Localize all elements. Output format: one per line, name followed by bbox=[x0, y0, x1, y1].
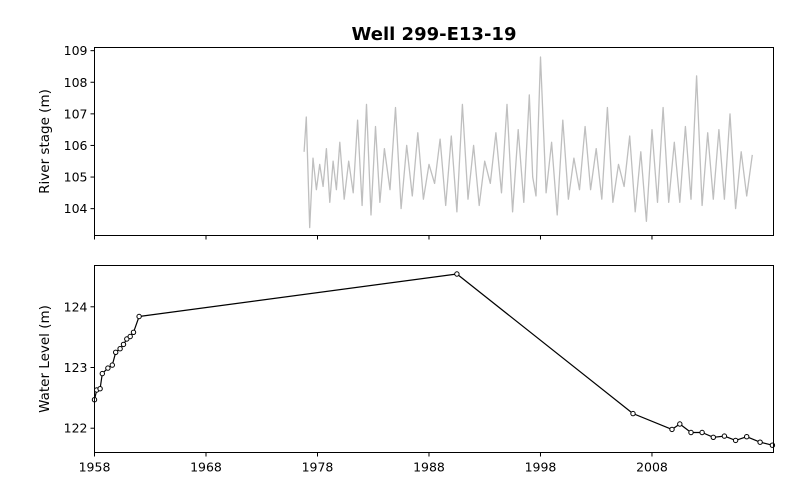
water-level-point bbox=[757, 439, 763, 445]
river-stage-y-label: River stage (m) bbox=[37, 89, 53, 194]
water-level-point bbox=[710, 434, 716, 440]
water-level-point bbox=[136, 313, 142, 320]
water-level-point bbox=[699, 429, 705, 436]
water-level-y-label: Water Level (m) bbox=[37, 305, 53, 413]
river-stage-axes-frame bbox=[94, 47, 774, 236]
water-level-point bbox=[669, 426, 675, 433]
x-tick-label: 1988 bbox=[413, 460, 445, 475]
y-tick-label: 107 bbox=[64, 106, 88, 121]
water-level-x-ticks: 1958 1968 1978 1988 1998 2008 bbox=[79, 452, 668, 475]
x-tick-label: 1998 bbox=[525, 460, 557, 475]
water-level-point bbox=[721, 433, 728, 439]
water-level-point bbox=[109, 362, 116, 368]
water-level-point bbox=[732, 437, 739, 444]
x-tick-label: 1978 bbox=[302, 460, 334, 475]
water-level-point bbox=[113, 349, 119, 355]
y-tick-label: 122 bbox=[64, 421, 88, 436]
water-level-point bbox=[97, 386, 103, 392]
y-tick-label: 105 bbox=[64, 170, 88, 185]
river-stage-panel: 104 105 106 107 108 109 River stage (m) bbox=[37, 43, 774, 240]
water-level-point bbox=[127, 333, 133, 340]
water-level-axes-frame bbox=[94, 265, 774, 453]
y-tick-label: 109 bbox=[64, 43, 88, 58]
water-level-points bbox=[91, 271, 776, 448]
y-tick-label: 124 bbox=[64, 299, 88, 314]
water-level-point bbox=[677, 421, 683, 427]
x-tick-label: 1958 bbox=[79, 460, 111, 475]
water-level-point bbox=[688, 429, 694, 436]
y-tick-label: 123 bbox=[64, 360, 88, 375]
water-level-point bbox=[630, 410, 636, 417]
water-level-series bbox=[93, 273, 773, 446]
x-tick-label: 1968 bbox=[190, 460, 222, 475]
chart-title: Well 299-E13-19 bbox=[352, 24, 517, 45]
water-level-point bbox=[130, 329, 137, 335]
river-stage-series bbox=[303, 56, 753, 229]
water-level-point bbox=[454, 271, 460, 277]
y-tick-label: 106 bbox=[64, 138, 88, 153]
y-tick-label: 108 bbox=[64, 75, 88, 90]
water-level-point bbox=[744, 434, 750, 440]
x-tick-label: 2008 bbox=[636, 460, 668, 475]
river-stage-y-ticks: 104 105 106 107 108 109 bbox=[64, 43, 95, 216]
water-level-y-ticks: 122 123 124 bbox=[64, 299, 95, 436]
water-level-point bbox=[117, 346, 123, 352]
water-level-point bbox=[120, 341, 127, 348]
water-level-panel: 122 123 124 1958 1968 1978 1988 1998 2008 Water… bbox=[37, 265, 776, 475]
water-level-point bbox=[99, 370, 106, 377]
river-stage-x-ticks bbox=[94, 235, 653, 240]
water-level-point bbox=[105, 365, 111, 371]
y-tick-label: 104 bbox=[64, 201, 88, 216]
